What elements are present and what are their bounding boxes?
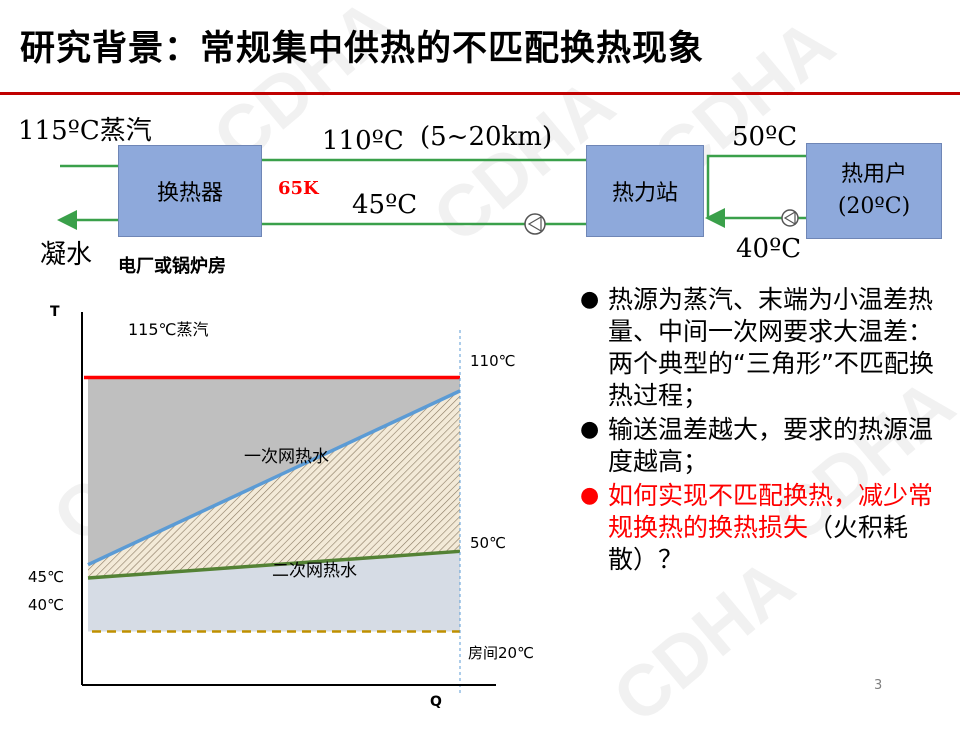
tq-chart: T Q 115℃蒸汽 110℃ 一次网热水 50℃ 二次网热水 45℃ 40℃ … xyxy=(0,290,570,720)
distance-label: (5~20km) xyxy=(420,122,553,152)
heat-user-box: 热用户 (20ºC) xyxy=(806,143,942,239)
bullet-item: ● 如何实现不匹配换热，减少常规换热的换热损失（火积耗散）？ xyxy=(578,480,948,576)
secondary-return-temp: 40ºC xyxy=(736,234,802,264)
primary-pump-icon xyxy=(524,213,546,235)
primary-supply-temp: 110ºC xyxy=(322,126,404,156)
secondary-name-label: 二次网热水 xyxy=(272,561,357,581)
primary-name-label: 一次网热水 xyxy=(244,447,329,467)
bullet-dot-icon: ● xyxy=(580,287,600,312)
heat-exchanger-label: 换热器 xyxy=(156,181,223,206)
heat-station-label: 热力站 xyxy=(611,181,678,206)
secondary-supply-line xyxy=(706,146,827,218)
x-axis-label: Q xyxy=(430,694,442,710)
bullet-text: 如何实现不匹配换热，减少常规换热的换热损失 xyxy=(608,481,934,542)
primary-start-label: 45℃ xyxy=(28,568,64,586)
tq-chart-svg xyxy=(81,312,496,695)
primary-return-temp: 45ºC xyxy=(352,190,418,220)
page-title: 研究背景：常规集中供热的不匹配换热现象 xyxy=(20,29,705,69)
heat-user-label: 热用户 xyxy=(840,162,907,187)
secondary-end-label: 50℃ xyxy=(470,534,506,552)
heat-station-box: 热力站 xyxy=(586,145,704,237)
plant-label: 电厂或锅炉房 xyxy=(118,256,226,277)
bullet-dot-icon: ● xyxy=(580,483,600,508)
heat-exchanger-box: 换热器 xyxy=(118,145,262,237)
heating-flow-diagram: 换热器 热力站 热用户 (20ºC) 115ºC蒸汽 凝水 电厂或锅炉房 65K… xyxy=(0,100,960,280)
bullet-item: ● 热源为蒸汽、末端为小温差热量、中间一次网要求大温差：两个典型的“三角形”不匹… xyxy=(578,284,948,412)
room-line-label: 房间20℃ xyxy=(468,644,534,662)
secondary-supply-temp: 50ºC xyxy=(732,122,798,152)
steam-label: 115ºC蒸汽 xyxy=(18,116,152,146)
secondary-pump-icon xyxy=(781,209,799,227)
primary-end-label: 110℃ xyxy=(470,352,516,370)
bullet-text: 输送温差越大，要求的热源温度越高； xyxy=(608,415,934,476)
title-divider xyxy=(0,92,960,95)
bullet-text-suffix: （火积耗散）？ xyxy=(608,513,909,574)
bullet-item: ● 输送温差越大，要求的热源温度越高； xyxy=(578,414,948,478)
page-number: 3 xyxy=(874,678,883,693)
secondary-start-label: 40℃ xyxy=(28,596,64,614)
delta-t-label: 65K xyxy=(278,178,319,199)
heat-user-temp: (20ºC) xyxy=(837,194,911,219)
steam-primary-gap-area xyxy=(88,377,460,565)
secondary-line xyxy=(87,549,461,580)
condensate-label: 凝水 xyxy=(40,240,93,270)
y-axis-label: T xyxy=(50,304,60,320)
primary-secondary-gap-area xyxy=(88,390,460,579)
steam-line-label: 115℃蒸汽 xyxy=(128,320,209,339)
bullet-text: 热源为蒸汽、末端为小温差热量、中间一次网要求大温差：两个典型的“三角形”不匹配换… xyxy=(608,285,934,410)
primary-line xyxy=(87,389,461,567)
bullet-list: ● 热源为蒸汽、末端为小温差热量、中间一次网要求大温差：两个典型的“三角形”不匹… xyxy=(578,284,948,576)
bullet-dot-icon: ● xyxy=(580,417,600,442)
